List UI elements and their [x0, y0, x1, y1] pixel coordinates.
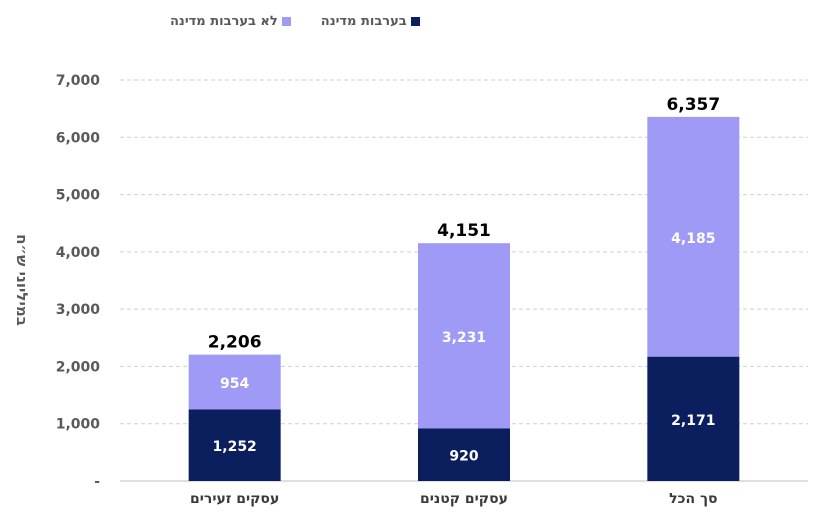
legend-item-not-guaranteed: לא בערבות מדינה — [170, 14, 291, 29]
total-label: 2,206 — [208, 333, 262, 353]
legend-item-guaranteed: בערבות מדינה — [321, 14, 420, 29]
x-tick-label: עסקים זעירים — [190, 491, 279, 507]
x-tick-label: סך הכל — [669, 491, 718, 507]
bar-segment — [188, 354, 281, 410]
bar-segment — [647, 356, 740, 481]
y-tick-label: 7,000 — [56, 73, 101, 89]
y-tick-label: 1,000 — [56, 417, 101, 433]
y-tick-label: 3,000 — [56, 302, 101, 318]
data-label: 920 — [449, 449, 478, 465]
legend-swatch-not-guaranteed — [281, 17, 291, 26]
bar-segment — [647, 116, 740, 357]
y-tick-label: 2,000 — [56, 359, 101, 375]
y-tick-label: - — [94, 474, 100, 490]
legend-label-guaranteed: בערבות מדינה — [320, 14, 407, 29]
x-tick-label: עסקים קטנים — [420, 491, 508, 507]
data-label: 3,231 — [442, 330, 486, 346]
y-tick-label: 4,000 — [56, 245, 101, 261]
bar-segment — [188, 409, 281, 481]
data-label: 4,185 — [671, 231, 715, 247]
y-tick-label: 5,000 — [56, 188, 101, 204]
legend-label-not-guaranteed: לא בערבות מדינה — [170, 14, 278, 29]
data-label: 954 — [220, 376, 249, 392]
y-tick-label: 6,000 — [56, 130, 101, 146]
bar-segment — [418, 243, 510, 429]
data-label: 2,171 — [671, 413, 715, 429]
total-label: 4,151 — [437, 221, 491, 241]
total-label: 6,357 — [666, 95, 720, 115]
legend-swatch-guaranteed — [410, 17, 420, 26]
data-label: 1,252 — [213, 439, 257, 455]
bar-segment — [418, 428, 510, 481]
legend: בערבות מדינה לא בערבות מדינה — [170, 14, 420, 29]
